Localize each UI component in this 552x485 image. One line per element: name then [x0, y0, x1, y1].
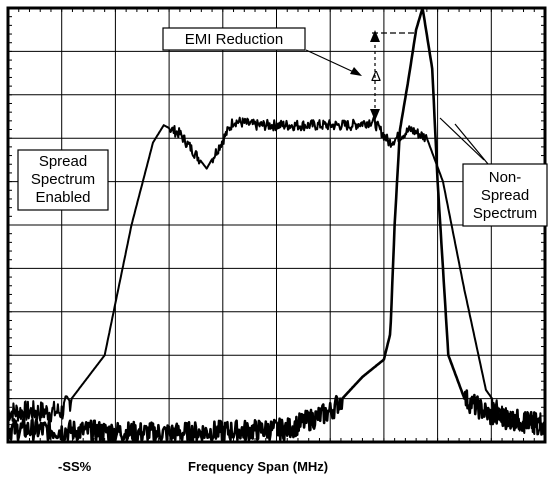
- non-spread-label-2: Spread: [481, 187, 529, 204]
- delta-up-arrowhead: [370, 30, 380, 42]
- emi-reduction-box: [162, 27, 306, 51]
- emi-pointer-line: [305, 49, 359, 75]
- emi-reduction-label: EMI Reduction: [185, 31, 283, 48]
- delta-marker: [305, 30, 489, 165]
- spread-enabled-label-3: Enabled: [35, 189, 90, 206]
- series-group: [6, 7, 547, 442]
- non-spread-label-3: Spectrum: [473, 205, 537, 222]
- spread-enabled-box: [17, 149, 109, 211]
- non-spread-box: [462, 163, 548, 227]
- x-axis-label: Frequency Span (MHz): [188, 459, 328, 474]
- emi-pointer-arrowhead: [350, 67, 362, 76]
- series-spread-spectrum-line: [7, 115, 546, 436]
- nss-pointer-line-2: [454, 123, 489, 165]
- non-spread-label-1: Non-: [489, 169, 522, 186]
- spread-enabled-label-2: Spectrum: [31, 171, 95, 188]
- spread-enabled-label-1: Spread: [39, 153, 87, 170]
- delta-symbol: Δ: [371, 68, 381, 85]
- x-tick-label: -SS%: [58, 459, 92, 474]
- series-non-spread-spectrum-line: [6, 7, 547, 442]
- nss-pointer-line: [439, 117, 485, 161]
- delta-down-arrowhead: [370, 109, 380, 121]
